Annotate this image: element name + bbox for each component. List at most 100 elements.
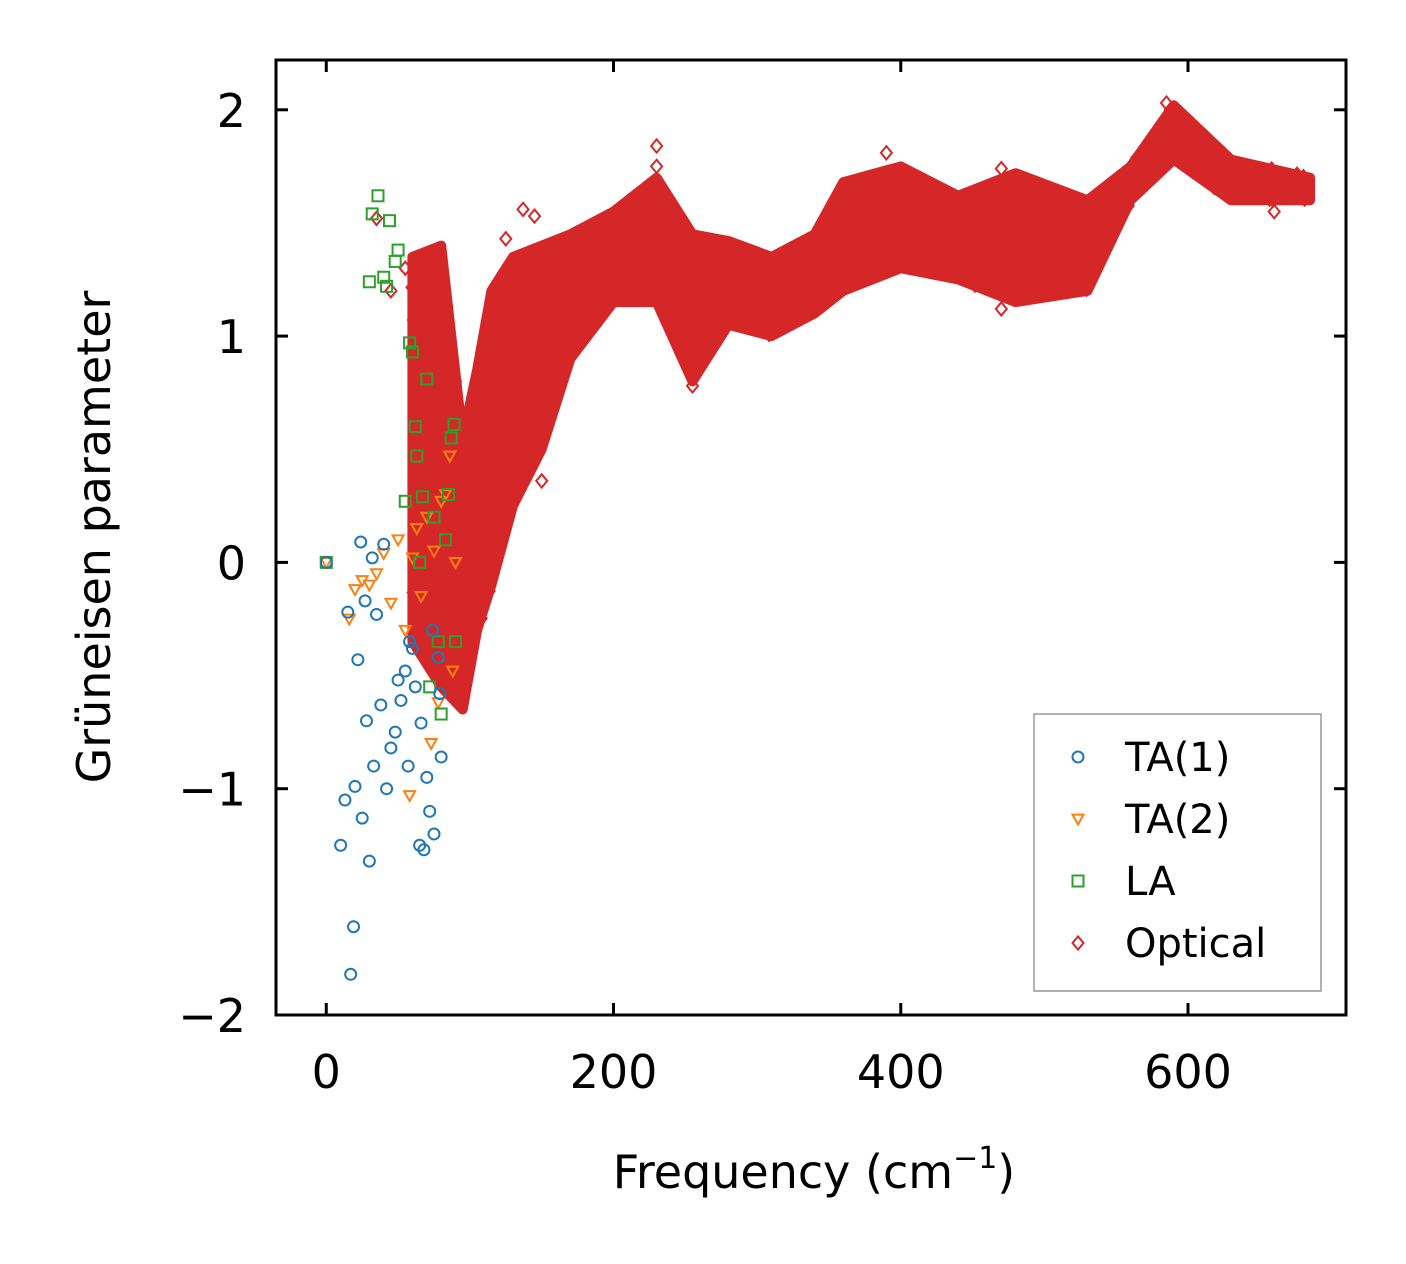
legend-marker-la	[1071, 874, 1085, 888]
optical-point	[740, 248, 756, 266]
data-point	[338, 793, 352, 807]
data-point	[427, 827, 441, 841]
optical-point	[477, 568, 492, 586]
optical-point	[423, 282, 439, 301]
optical-point	[1043, 221, 1059, 239]
optical-point	[1125, 183, 1141, 201]
optical-point	[1143, 153, 1159, 172]
optical-point	[1229, 183, 1245, 202]
optical-point	[615, 253, 631, 272]
data-point	[367, 759, 381, 773]
optical-point	[1296, 186, 1312, 205]
optical-point	[1289, 166, 1305, 184]
optical-point	[443, 603, 458, 621]
optical-point	[832, 245, 848, 263]
data-point	[383, 597, 399, 611]
data-point	[649, 158, 664, 175]
optical-point	[1218, 168, 1234, 187]
data-point	[438, 533, 452, 547]
data-point	[498, 230, 513, 247]
data-point	[388, 254, 402, 268]
optical-point	[708, 263, 724, 282]
optical-point	[504, 294, 520, 313]
data-point	[365, 551, 379, 565]
tick-layer: 0 200 400 600 −2 −1 0 1 2	[178, 60, 1346, 1099]
optical-point	[517, 461, 533, 479]
optical-point	[1211, 147, 1227, 165]
optical-point	[406, 311, 422, 329]
optical-point	[1197, 132, 1213, 151]
optical-point	[1192, 163, 1208, 182]
optical-point	[1079, 279, 1094, 298]
plot-frame	[274, 58, 1348, 1017]
optical-point	[869, 228, 885, 247]
optical-point	[982, 236, 997, 255]
optical-point	[761, 293, 777, 312]
optical-point	[1041, 205, 1056, 224]
optical-point	[766, 254, 781, 272]
data-point	[534, 472, 549, 490]
optical-point	[489, 379, 504, 397]
data-point	[401, 759, 415, 773]
optical-point	[1222, 162, 1237, 180]
optical-point	[1027, 183, 1042, 202]
legend-label: TA(2)	[1124, 797, 1230, 843]
data-point	[1267, 203, 1281, 220]
optical-point	[909, 213, 924, 231]
data-point	[994, 300, 1009, 318]
optical-point	[438, 627, 453, 646]
data-point	[413, 590, 429, 604]
optical-point	[1120, 197, 1135, 215]
y-tick-label: −1	[178, 763, 246, 817]
optical-point	[1002, 212, 1017, 230]
data-point	[374, 698, 388, 712]
optical-point	[689, 282, 704, 300]
optical-point	[460, 613, 475, 631]
data-point	[347, 584, 363, 598]
data-point	[405, 641, 419, 655]
optical-point	[562, 337, 577, 356]
data-point	[685, 377, 700, 395]
optical-point	[1297, 181, 1312, 199]
data-point	[433, 495, 449, 509]
data-point	[426, 545, 442, 559]
data-point	[414, 716, 428, 730]
data-point	[409, 523, 424, 537]
optical-point	[1182, 120, 1197, 139]
optical-point	[591, 288, 606, 307]
data-point	[419, 511, 435, 525]
legend-label: Optical	[1125, 921, 1266, 967]
optical-point	[1070, 236, 1086, 255]
optical-point	[580, 324, 596, 342]
optical-point	[776, 313, 791, 332]
optical-point	[406, 583, 421, 602]
optical-point	[975, 207, 990, 225]
optical-point	[701, 300, 717, 318]
legend: TA(1) TA(2) LA Optical	[1033, 713, 1322, 992]
data-point	[398, 494, 412, 508]
optical-point	[591, 255, 606, 273]
legend-marker-ta-2-	[1070, 813, 1086, 827]
y-tick-label: −2	[178, 989, 246, 1043]
optical-point	[1116, 178, 1131, 196]
optical-point	[649, 214, 665, 232]
optical-point	[1199, 132, 1215, 150]
data-point	[427, 510, 441, 524]
y-tick-label: 1	[217, 310, 246, 364]
optical-point	[704, 270, 720, 289]
optical-point	[958, 253, 974, 271]
optical-point	[955, 188, 971, 206]
data-point	[370, 607, 384, 621]
data-point	[527, 207, 542, 225]
optical-point	[532, 377, 547, 396]
optical-point	[593, 249, 609, 267]
data-point	[413, 555, 427, 569]
optical-point	[732, 283, 747, 302]
data-point	[403, 635, 417, 649]
optical-point	[464, 628, 480, 647]
optical-point	[672, 308, 687, 326]
optical-point	[858, 200, 874, 218]
data-point	[448, 556, 463, 570]
optical-point	[544, 400, 559, 419]
y-tick-label: 2	[217, 84, 246, 138]
